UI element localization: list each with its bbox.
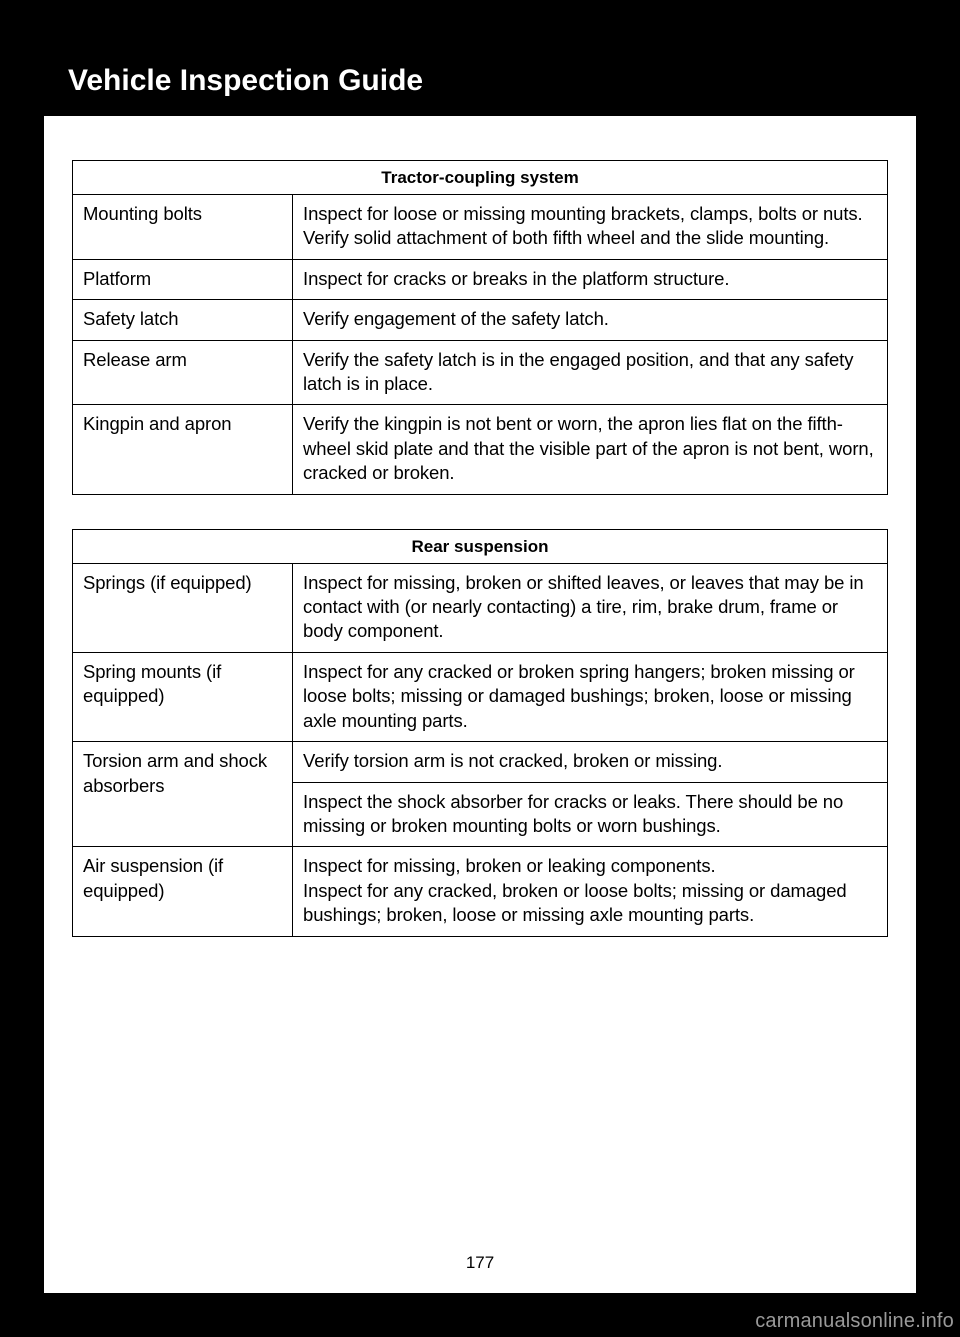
desc-cell: Inspect for missing, broken or shifted l… (293, 563, 888, 652)
table-row: Spring mounts (if equipped) Inspect for … (73, 652, 888, 741)
desc-cell: Inspect for loose or missing mounting br… (293, 195, 888, 260)
desc-cell: Inspect for missing, broken or leaking c… (293, 847, 888, 936)
item-cell: Safety latch (73, 300, 293, 340)
item-cell: Kingpin and apron (73, 405, 293, 494)
table-row: Torsion arm and shock absorbers Verify t… (73, 742, 888, 782)
desc-cell: Inspect the shock absorber for cracks or… (293, 782, 888, 847)
watermark-text: carmanualsonline.info (755, 1310, 954, 1333)
table-row: Air suspension (if equipped) Inspect for… (73, 847, 888, 936)
table-row: Mounting bolts Inspect for loose or miss… (73, 195, 888, 260)
desc-cell: Verify the safety latch is in the engage… (293, 340, 888, 405)
page-content: Tractor-coupling system Mounting bolts I… (44, 116, 916, 991)
tractor-coupling-table: Tractor-coupling system Mounting bolts I… (72, 160, 888, 495)
table-row: Springs (if equipped) Inspect for missin… (73, 563, 888, 652)
item-cell: Platform (73, 259, 293, 299)
item-cell: Torsion arm and shock absorbers (73, 742, 293, 847)
desc-cell: Inspect for cracks or breaks in the plat… (293, 259, 888, 299)
table-title: Tractor-coupling system (73, 161, 888, 195)
rear-suspension-table: Rear suspension Springs (if equipped) In… (72, 529, 888, 937)
item-cell: Mounting bolts (73, 195, 293, 260)
desc-cell: Verify torsion arm is not cracked, broke… (293, 742, 888, 782)
item-cell: Release arm (73, 340, 293, 405)
desc-cell: Verify the kingpin is not bent or worn, … (293, 405, 888, 494)
table-row: Safety latch Verify engagement of the sa… (73, 300, 888, 340)
table-title: Rear suspension (73, 529, 888, 563)
table-row: Kingpin and apron Verify the kingpin is … (73, 405, 888, 494)
desc-cell: Verify engagement of the safety latch. (293, 300, 888, 340)
page-number: 177 (44, 1253, 916, 1273)
page-header: Vehicle Inspection Guide (44, 44, 916, 116)
item-cell: Springs (if equipped) (73, 563, 293, 652)
document-page: Vehicle Inspection Guide Tractor-couplin… (36, 36, 924, 1301)
item-cell: Air suspension (if equipped) (73, 847, 293, 936)
table-row: Platform Inspect for cracks or breaks in… (73, 259, 888, 299)
table-row: Release arm Verify the safety latch is i… (73, 340, 888, 405)
desc-cell: Inspect for any cracked or broken spring… (293, 652, 888, 741)
item-cell: Spring mounts (if equipped) (73, 652, 293, 741)
page-title: Vehicle Inspection Guide (68, 64, 892, 98)
